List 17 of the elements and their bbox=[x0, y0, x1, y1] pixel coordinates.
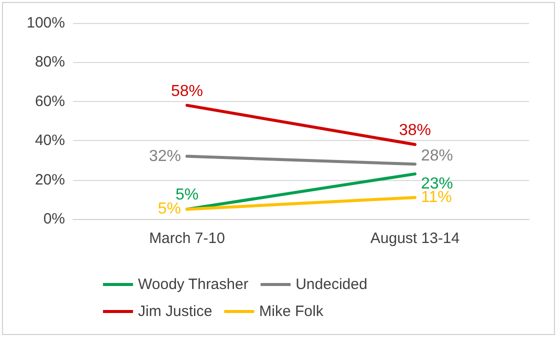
y-tick-label: 80% bbox=[34, 54, 65, 71]
legend-label: Woody Thrasher bbox=[138, 276, 248, 293]
legend-label: Undecided bbox=[296, 276, 368, 293]
data-label: 58% bbox=[170, 82, 204, 100]
data-label: 11% bbox=[421, 188, 452, 206]
y-tick-label: 40% bbox=[34, 132, 65, 150]
x-tick-label: March 7-10 bbox=[149, 230, 225, 247]
legend-label: Mike Folk bbox=[259, 303, 324, 320]
x-tick-label: August 13-14 bbox=[370, 230, 460, 247]
y-tick-label: 60% bbox=[34, 92, 65, 110]
y-tick-label: 0% bbox=[43, 210, 65, 228]
data-label: 28% bbox=[421, 148, 454, 165]
legend-label: Jim Justice bbox=[138, 303, 212, 320]
y-tick-label: 20% bbox=[34, 171, 65, 188]
y-tick-label: 100% bbox=[26, 14, 65, 32]
data-label: 38% bbox=[398, 122, 432, 140]
data-label: 32% bbox=[148, 148, 181, 165]
